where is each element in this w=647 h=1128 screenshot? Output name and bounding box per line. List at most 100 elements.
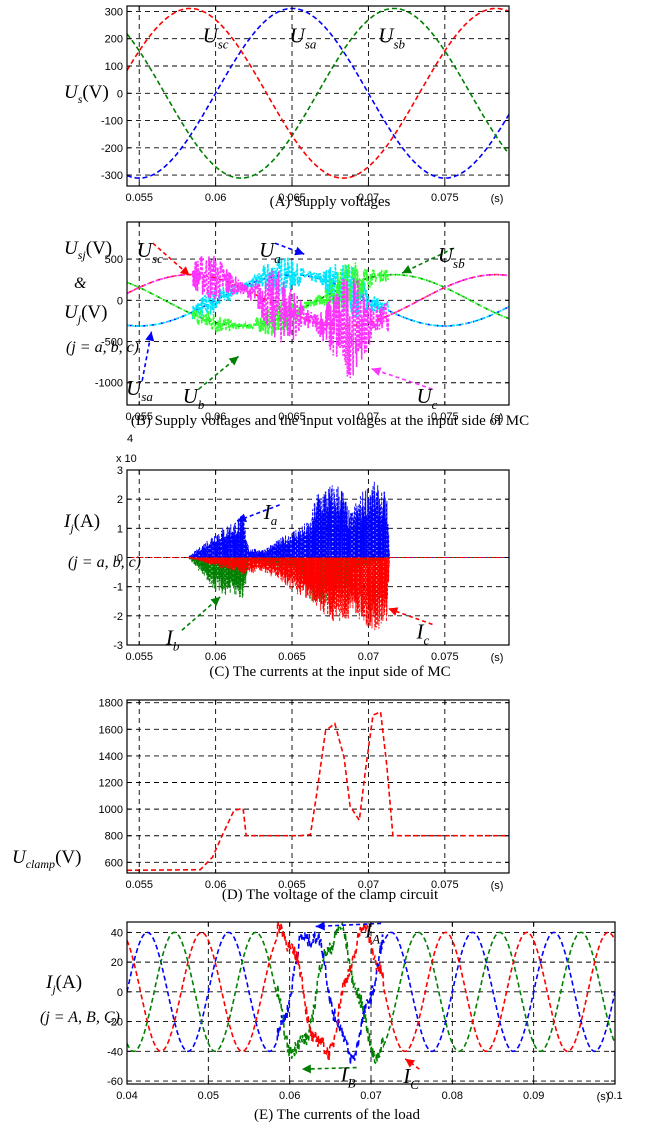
x-unit-label: (s)	[597, 1091, 610, 1103]
series-i-c	[127, 555, 509, 631]
y-axis-label: Uj(V)	[64, 302, 107, 326]
y-tick-label: 1600	[99, 724, 123, 736]
y-tick-label: -200	[101, 143, 123, 155]
y-tick-label: 1400	[99, 751, 123, 763]
x-tick-label: 0.065	[278, 879, 306, 891]
y-tick-label: 1000	[99, 804, 123, 816]
series-u-clamp	[127, 710, 509, 872]
x-tick-label: 0.07	[358, 879, 379, 891]
annotation-arrow	[152, 242, 191, 277]
y-tick-label: 500	[105, 254, 123, 266]
x-tick-label: 0.08	[442, 1090, 463, 1102]
plot-area	[127, 255, 509, 379]
annotation-arrow	[401, 247, 455, 274]
series-annotation: Usc	[137, 238, 163, 266]
x-tick-label: 0.07	[358, 651, 379, 663]
x-unit-label: (s)	[491, 193, 504, 205]
subplot-caption: (E) The currents of the load	[254, 1107, 420, 1123]
series-annotation: Uc	[416, 384, 437, 412]
annotation-arrowhead	[228, 356, 239, 366]
series-annotation: Ic	[415, 619, 429, 647]
series-annotation: Usa	[290, 24, 317, 52]
subplot-B: 0.055 0.06 0.065 0.07 0.075 -1000 -500 0 500 (s) U…	[64, 221, 529, 429]
y-tick-label: -300	[101, 170, 123, 182]
y-tick-label: 600	[105, 857, 123, 869]
series-u-c	[127, 255, 509, 379]
subplot-caption: (A) Supply voltages	[270, 194, 391, 210]
axes-frame	[126, 5, 510, 187]
y-tick-label: 0	[117, 88, 123, 100]
x-tick-label: 0.09	[523, 1090, 544, 1102]
annotation-arrowhead	[315, 921, 325, 931]
series-i-c	[127, 922, 615, 1061]
series-u-sb	[127, 7, 509, 179]
annotation-arrow	[371, 367, 433, 390]
subplot-C: 0.055 0.06 0.065 0.07 0.075 -3 -2 -1 0 1 2 3 (s) x 10…	[63, 433, 510, 680]
y-tick-label: 0	[117, 553, 123, 565]
y-tick-label: 1200	[99, 778, 123, 790]
y-tick-label: -20	[107, 1017, 123, 1029]
series-annotation: Usa	[126, 376, 153, 404]
axes-frame	[126, 699, 510, 874]
subplot-A: 0.055 0.06 0.065 0.07 0.075 -300 -200 -100 0 100 2…	[64, 5, 510, 210]
annotation-arrowhead	[210, 596, 221, 607]
y-tick-label: -60	[107, 1076, 123, 1088]
x-tick-label: 0.055	[125, 879, 153, 891]
x-tick-label: 0.06	[205, 879, 226, 891]
x-tick-label: 0.1	[607, 1090, 622, 1102]
plot-area	[127, 7, 509, 179]
y-tick-label: 20	[111, 957, 123, 969]
annotation-arrowhead	[179, 266, 190, 276]
x-tick-label: 0.055	[125, 651, 153, 663]
y-axis-label: &	[74, 275, 87, 292]
annotation-arrowhead	[301, 1064, 311, 1074]
x-tick-label: 0.075	[431, 651, 459, 663]
y-tick-label: -2	[113, 611, 123, 623]
series-i-b	[127, 922, 615, 1065]
series-u-sa	[127, 7, 509, 179]
annotation-arrow	[388, 607, 433, 626]
plot-area	[127, 922, 615, 1065]
y-tick-label: -1	[113, 582, 123, 594]
y-tick-label: -100	[101, 116, 123, 128]
subplot-caption: (C) The currents at the input side of MC	[209, 664, 450, 680]
y-axis-label: Ij(A)	[63, 511, 100, 535]
annotation-arrow	[141, 331, 153, 382]
plot-area	[127, 481, 509, 631]
subplot-caption: (D) The voltage of the clamp circuit	[222, 887, 439, 903]
x-tick-label: 0.065	[278, 411, 306, 423]
series-annotation: Ub	[183, 384, 205, 412]
series-annotation: Ib	[165, 625, 180, 653]
annotation-arrowhead	[237, 513, 248, 523]
x-tick-label: 0.06	[205, 192, 226, 204]
annotation-arrowhead	[371, 367, 382, 376]
series-annotation: Ua	[259, 238, 281, 266]
grid	[127, 6, 509, 186]
y-axis-label: Ij(A)	[45, 972, 82, 996]
series-annotation: Ia	[263, 500, 278, 528]
y-tick-label: -3	[113, 640, 123, 652]
x-tick-label: 0.05	[198, 1090, 219, 1102]
y-tick-label: -1000	[95, 378, 123, 390]
subplot-E: 0.04 0.05 0.06 0.07 0.08 0.09 0.1 -60 -40 -20 0 20 4…	[40, 918, 623, 1123]
y-axis-label: Uclamp(V)	[12, 847, 81, 871]
annotation-arrow	[315, 922, 382, 928]
x-tick-label: 0.065	[278, 192, 306, 204]
y-axis-label: (j = A, B, C)	[40, 1009, 120, 1026]
y-tick-label: 800	[105, 831, 123, 843]
annotation-arrowhead	[402, 265, 413, 274]
y-tick-label: 100	[105, 61, 123, 73]
series-annotation: Usb	[438, 243, 465, 271]
annotation-arrow	[301, 1066, 357, 1070]
x-unit-label: (s)	[491, 652, 504, 664]
series-annotation: Usc	[203, 24, 229, 52]
multiplier-exponent: 4	[127, 433, 133, 445]
x-tick-label: 0.065	[278, 651, 306, 663]
x-tick-label: 0.07	[358, 192, 379, 204]
series-i-a	[127, 481, 509, 559]
multiplier-label: x 10	[116, 453, 137, 465]
y-tick-label: 0	[117, 987, 123, 999]
y-axis-label: (j = a, b, c)	[68, 554, 141, 571]
subplot-caption: (B) Supply voltages and the input voltag…	[131, 413, 529, 429]
